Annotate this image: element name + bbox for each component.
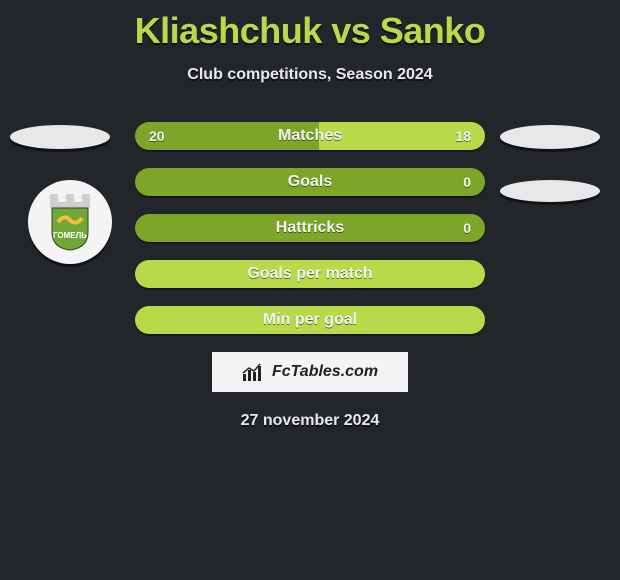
bar-chart-icon	[242, 362, 266, 382]
stat-bar: 0Goals	[135, 168, 485, 196]
brand-text: FcTables.com	[272, 363, 378, 381]
stat-bar: 2018Matches	[135, 122, 485, 150]
stat-bar-label: Hattricks	[135, 214, 485, 242]
club-badge-icon: ГОМЕЛЬ	[40, 192, 100, 252]
player-right-club-placeholder	[500, 180, 600, 202]
stat-bar: 0Hattricks	[135, 214, 485, 242]
stat-bars: 2018Matches 0Goals 0Hattricks Goals per mat…	[135, 122, 485, 334]
club-badge-label: ГОМЕЛЬ	[53, 231, 87, 240]
player-right-avatar-placeholder	[500, 125, 600, 149]
stat-bar-label: Goals	[135, 168, 485, 196]
stat-bar-label: Goals per match	[135, 260, 485, 288]
player-left-avatar-placeholder	[10, 125, 110, 149]
stat-bar: Min per goal	[135, 306, 485, 334]
brand-badge: FcTables.com	[212, 352, 408, 392]
page-title: Kliashchuk vs Sanko	[0, 0, 620, 52]
footer-date: 27 november 2024	[0, 412, 620, 430]
stat-bar-label: Matches	[135, 122, 485, 150]
club-badge-left: ГОМЕЛЬ	[28, 180, 112, 264]
page-subtitle: Club competitions, Season 2024	[0, 66, 620, 84]
stat-bar-label: Min per goal	[135, 306, 485, 334]
stat-bar: Goals per match	[135, 260, 485, 288]
